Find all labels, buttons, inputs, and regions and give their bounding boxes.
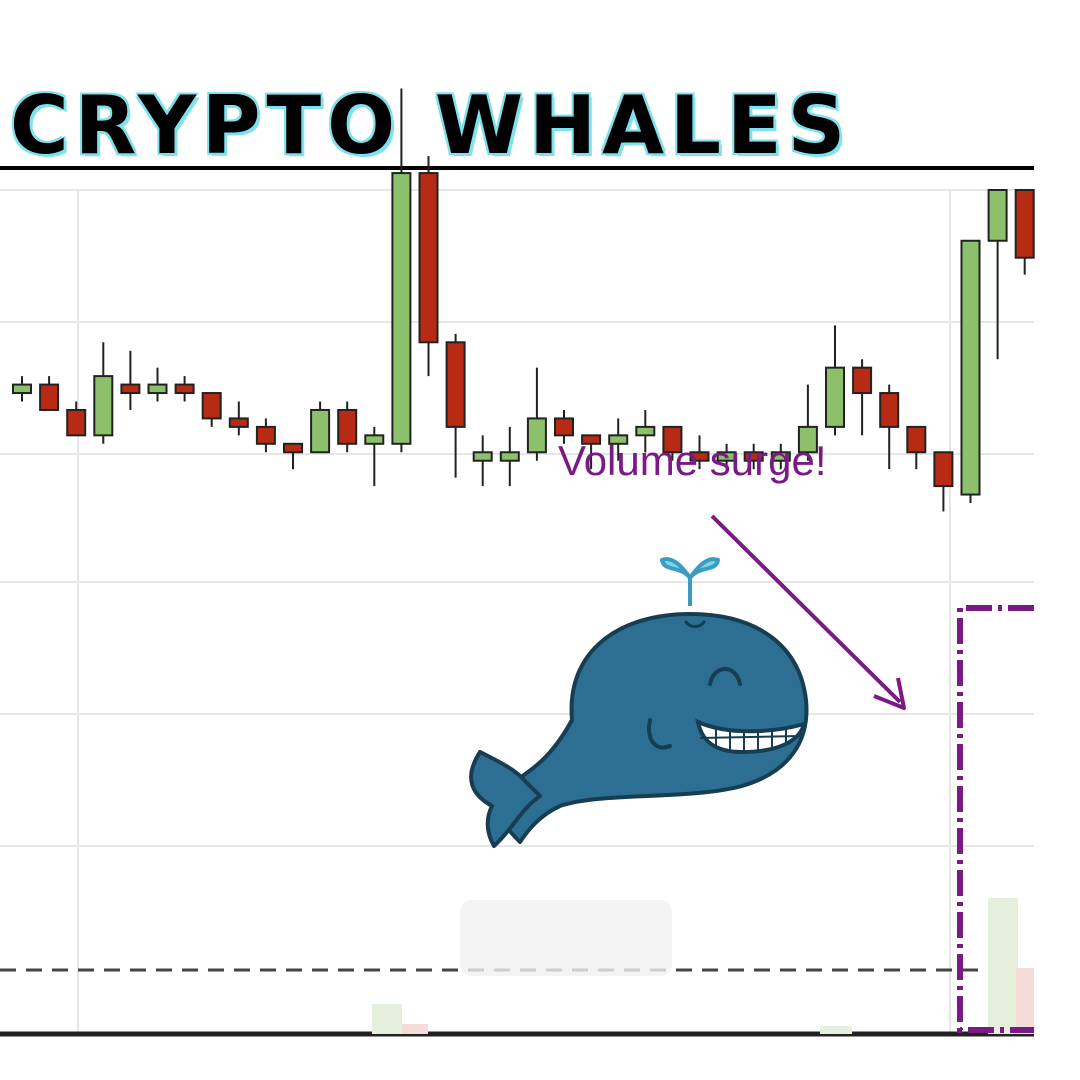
candle-body xyxy=(174,383,195,395)
candle-body xyxy=(770,451,791,462)
candle-body xyxy=(608,434,629,445)
candle xyxy=(987,189,1008,360)
candle xyxy=(445,333,466,478)
candle-body xyxy=(12,383,32,395)
candle xyxy=(526,367,547,461)
candle xyxy=(797,384,818,461)
candle xyxy=(364,426,385,487)
candle-body xyxy=(66,408,87,437)
candle-body xyxy=(526,417,547,454)
candle-body xyxy=(147,383,168,395)
chart-grid xyxy=(0,189,1034,1037)
candle xyxy=(770,443,791,470)
candle-body xyxy=(689,451,710,462)
candle xyxy=(879,384,900,470)
annotation-arrowhead xyxy=(873,677,906,710)
ghost-tooltip xyxy=(460,900,672,976)
candle xyxy=(581,434,602,470)
candle-body xyxy=(228,417,249,428)
volume-bar xyxy=(402,1024,428,1034)
candle xyxy=(337,401,358,453)
candle xyxy=(201,392,222,427)
candle xyxy=(472,435,493,487)
candle-body xyxy=(825,366,845,428)
candle-body xyxy=(1014,189,1035,259)
candle xyxy=(120,350,141,410)
candle xyxy=(825,325,845,436)
candle xyxy=(418,156,439,377)
candle-body xyxy=(960,239,981,496)
candle xyxy=(906,425,927,470)
candle xyxy=(255,418,276,453)
candle xyxy=(662,425,683,461)
candle xyxy=(1014,189,1035,275)
candle-body xyxy=(716,451,737,462)
candle xyxy=(310,401,331,454)
candle xyxy=(93,342,114,444)
candle xyxy=(66,401,87,437)
volume-bars xyxy=(372,898,1034,1034)
candle xyxy=(174,376,195,402)
candle-body xyxy=(852,366,873,395)
candle-body xyxy=(499,451,520,462)
candle-body xyxy=(255,425,276,445)
candle-body xyxy=(201,392,222,420)
candle xyxy=(499,426,520,487)
candle-body xyxy=(635,425,656,437)
candle-body xyxy=(310,408,331,454)
candle-body xyxy=(662,425,683,454)
volume-bar xyxy=(988,898,1018,1034)
surge-highlight-box xyxy=(957,605,1034,1033)
candle xyxy=(635,409,656,453)
candle xyxy=(554,409,574,444)
candle xyxy=(689,435,710,470)
candle-body xyxy=(445,341,466,428)
candle-body xyxy=(93,375,114,437)
candle xyxy=(960,239,981,504)
candle xyxy=(852,359,873,436)
candle xyxy=(608,418,629,461)
volume-surge-label: Volume surge! xyxy=(558,437,827,484)
candle-body xyxy=(364,434,385,445)
page-title: CRYPTO WHALES xyxy=(10,79,852,172)
candle-body xyxy=(120,383,141,395)
candle xyxy=(716,443,737,470)
candle-body xyxy=(743,451,764,462)
chart-overlay xyxy=(710,514,1034,1033)
candle xyxy=(743,443,764,470)
candle-body xyxy=(906,425,927,454)
candle xyxy=(147,367,168,402)
candle-body xyxy=(797,425,818,454)
candle-body xyxy=(581,434,602,445)
candle xyxy=(39,376,60,411)
candle-body xyxy=(39,383,60,411)
candle-body xyxy=(879,392,900,428)
candle-body xyxy=(283,442,303,454)
volume-bar xyxy=(820,1026,852,1034)
candle-body xyxy=(987,189,1008,242)
candle-body xyxy=(337,408,358,445)
candle-body xyxy=(418,172,439,344)
volume-bar xyxy=(372,1004,402,1034)
candle xyxy=(933,451,954,512)
candle xyxy=(228,401,249,436)
candle-body xyxy=(933,451,954,488)
candle xyxy=(283,442,303,470)
candle xyxy=(391,88,412,453)
volume-bar xyxy=(1016,968,1034,1034)
annotation-arrow xyxy=(710,514,902,704)
candle-body xyxy=(472,451,493,462)
candle-body xyxy=(554,417,574,437)
title-underline xyxy=(0,166,1034,170)
candles xyxy=(12,88,1035,512)
candle-body xyxy=(391,172,412,445)
candle xyxy=(12,376,32,402)
